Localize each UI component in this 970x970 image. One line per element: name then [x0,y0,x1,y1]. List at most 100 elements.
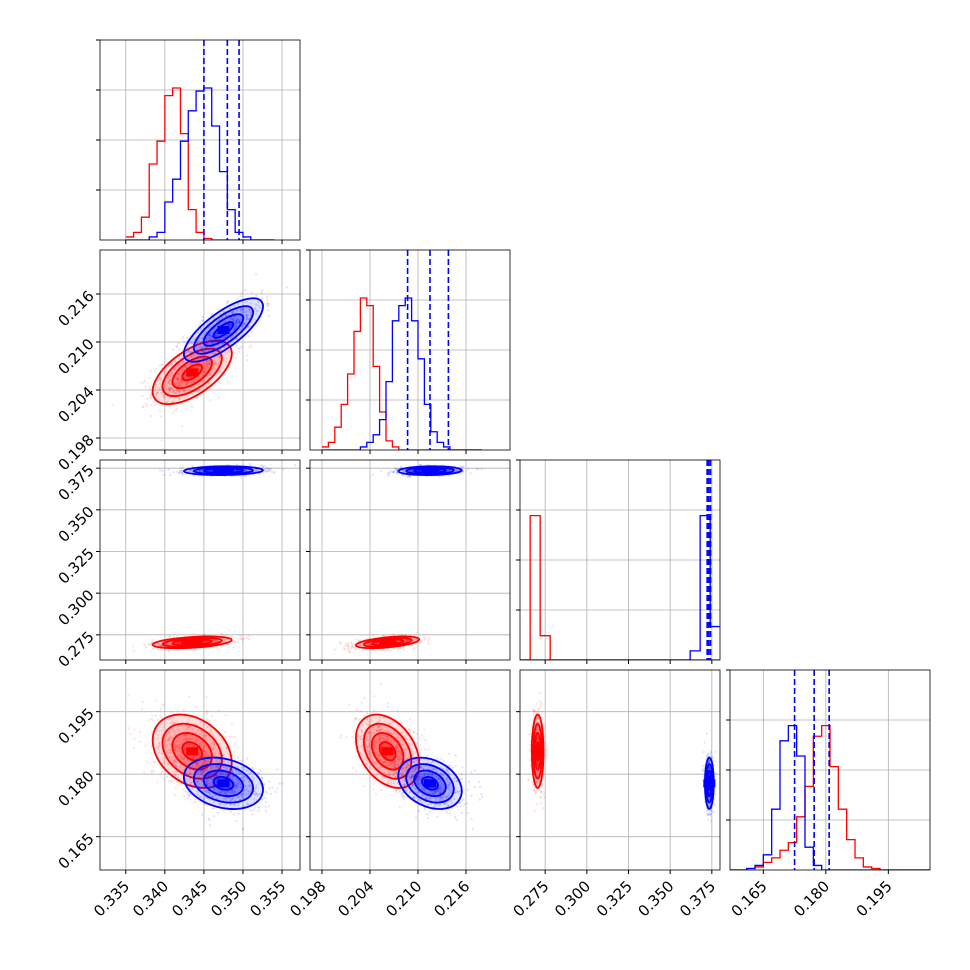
y-ticks [306,249,310,401]
x-tick-label: 0.180 [790,877,833,920]
density-peak [186,638,199,647]
axes-frame [309,669,511,871]
hist-panel-3: 0.165 0.180 0.195 [726,669,931,920]
histogram-red [730,724,930,870]
hist-panel-2 [516,459,721,664]
x-ticks: 0.198 0.204 0.210 0.216 [286,870,473,920]
x-tick-label: 0.300 [551,877,594,920]
density-peak [186,747,199,756]
x-ticks [544,660,713,664]
grid [100,460,300,660]
x-ticks [321,450,467,454]
density-peak [217,466,230,475]
scatter-panel-3-1: 0.198 0.204 0.210 0.216 [286,669,511,920]
x-tick-label: 0.335 [90,877,133,920]
grid [310,250,510,450]
x-tick-label: 0.325 [593,877,636,920]
histogram-red [322,297,482,450]
axes-frame [99,459,301,661]
y-ticks [726,669,730,821]
contours-blue [397,756,463,810]
y-ticks [516,711,520,838]
y-tick-label: 0.180 [55,767,98,810]
y-tick-label: 0.275 [55,628,98,671]
x-ticks [321,660,467,664]
grid [730,670,930,870]
y-ticks [306,711,310,838]
x-tick-label: 0.210 [382,877,425,920]
x-tick-label: 0.355 [246,877,289,920]
y-ticks: 0.165 0.180 0.195 [55,705,100,873]
density-peak [424,466,436,475]
x-tick-label: 0.345 [168,877,211,920]
axes-frame [99,249,301,451]
histogram-blue [322,297,482,450]
x-ticks [125,450,283,454]
density-peak [424,779,436,788]
density-peak [217,326,230,334]
x-ticks: 0.165 0.180 0.195 [728,870,896,920]
x-tick-label: 0.198 [286,877,329,920]
grid [310,670,510,870]
contours-red [151,635,233,650]
y-ticks [306,467,310,636]
y-tick-label: 0.325 [55,544,98,587]
contours-red [355,635,421,650]
x-ticks [125,240,283,244]
y-tick-label: 0.204 [55,383,98,426]
y-tick-label: 0.195 [55,705,98,748]
y-tick-label: 0.210 [55,335,98,378]
density-peak [381,638,394,647]
histogram-blue [125,87,275,240]
y-ticks [516,459,520,611]
axes-frame [99,669,301,871]
axes-frame [519,669,721,871]
x-tick-label: 0.340 [129,877,172,920]
x-tick-label: 0.375 [676,877,719,920]
y-tick-label: 0.300 [55,586,98,629]
density-peak [186,368,199,377]
histogram-blue [730,724,930,870]
histogram-blue [520,514,720,660]
x-tick-label: 0.350 [634,877,677,920]
histogram-red [125,87,275,240]
x-tick-label: 0.275 [509,877,552,920]
hist-panel-1 [306,249,511,454]
x-tick-label: 0.165 [728,877,771,920]
contours-red [530,713,545,789]
contours-blue [183,756,264,810]
x-ticks [125,660,283,664]
axes-frame [309,459,511,661]
contours-blue [183,465,264,476]
grid [100,40,300,240]
grid [310,460,510,660]
contours-blue [183,297,264,363]
x-tick-label: 0.216 [430,877,473,920]
density-peak [531,747,544,756]
contours-blue [397,465,463,476]
x-tick-label: 0.350 [207,877,250,920]
contours-blue [703,756,716,810]
y-tick-label: 0.165 [55,830,98,873]
density-peak [217,779,230,788]
density-peak [703,779,716,788]
x-tick-label: 0.204 [334,877,377,920]
y-ticks [96,39,100,191]
y-tick-label: 0.216 [55,287,98,330]
x-tick-label: 0.195 [853,877,896,920]
y-tick-label: 0.350 [55,503,98,546]
hist-panel-0 [96,39,301,244]
contours-red [355,713,421,789]
density-peak [381,747,394,756]
histogram-red [520,514,720,660]
grid [520,670,720,870]
grid [520,460,720,660]
